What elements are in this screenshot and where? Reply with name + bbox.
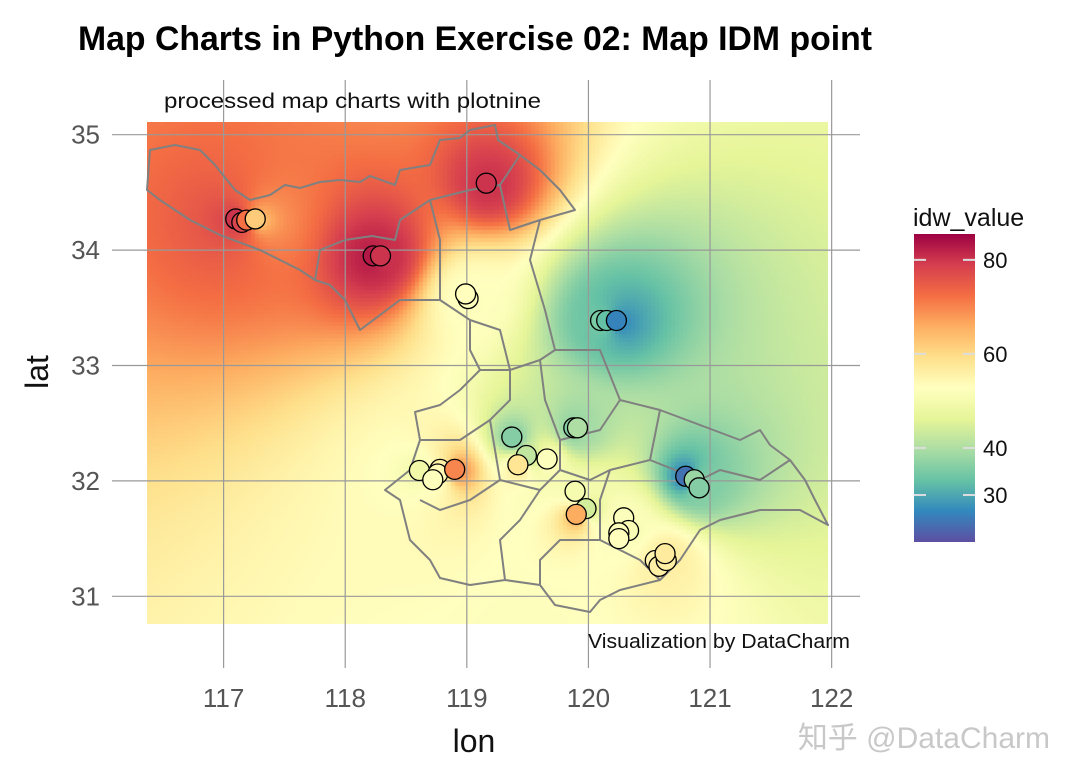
station-point xyxy=(475,172,497,194)
x-tick-label: 118 xyxy=(324,683,365,713)
y-tick-label: 32 xyxy=(71,466,100,496)
legend-tick-label: 40 xyxy=(983,436,1007,461)
x-tick-label: 119 xyxy=(446,683,487,713)
station-point xyxy=(565,503,587,526)
station-point xyxy=(369,245,392,267)
y-tick-label: 31 xyxy=(71,581,100,611)
x-tick-label: 121 xyxy=(688,683,731,713)
x-tick-label: 120 xyxy=(567,683,610,713)
gridlines xyxy=(112,80,860,668)
x-axis-label: lon xyxy=(453,723,496,759)
station-point xyxy=(444,458,466,481)
legend: idw_value 30 40 60 80 xyxy=(913,204,1024,542)
y-axis-ticks: 31 32 33 34 35 xyxy=(71,120,100,612)
y-axis-label: lat xyxy=(19,355,55,389)
legend-tick-label: 80 xyxy=(983,248,1007,273)
x-axis-ticks: 117 118 119 120 121 122 xyxy=(203,683,853,713)
x-tick-label: 122 xyxy=(810,683,853,713)
legend-colorbar xyxy=(914,234,975,542)
watermark: 知乎 @DataCharm xyxy=(798,722,1050,755)
station-point xyxy=(536,448,558,470)
legend-tick-label: 60 xyxy=(983,342,1007,367)
x-tick-label: 117 xyxy=(203,683,244,713)
chart-subtitle: processed map charts with plotnine xyxy=(164,90,541,113)
station-point xyxy=(564,480,586,502)
y-tick-label: 33 xyxy=(71,350,100,380)
chart-caption: Visualization by DataCharm xyxy=(588,631,850,653)
legend-tick-label: 30 xyxy=(983,483,1007,508)
y-tick-label: 34 xyxy=(71,235,100,265)
y-tick-label: 35 xyxy=(71,120,100,150)
station-points xyxy=(225,172,710,577)
station-point xyxy=(507,454,529,476)
station-point xyxy=(608,527,630,550)
station-point xyxy=(501,426,523,448)
station-point xyxy=(654,542,676,565)
chart-title: Map Charts in Python Exercise 02: Map ID… xyxy=(78,20,872,58)
idw-raster xyxy=(147,122,828,624)
station-point xyxy=(422,469,444,491)
station-point xyxy=(244,208,266,230)
province-boundaries xyxy=(146,124,829,613)
legend-title: idw_value xyxy=(913,204,1024,232)
station-point xyxy=(566,417,589,439)
station-point xyxy=(688,477,710,499)
station-point xyxy=(605,309,628,332)
station-point xyxy=(454,283,477,305)
